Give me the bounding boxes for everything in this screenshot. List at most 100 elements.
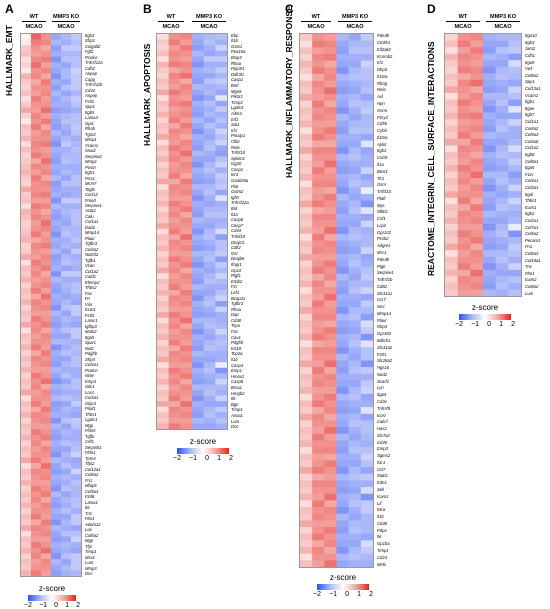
heatmap-cell [324, 280, 337, 288]
heatmap-cell [51, 242, 62, 249]
heatmap-cell [470, 171, 484, 179]
gene-label: Tlr1 [377, 175, 385, 181]
heatmap-cell [203, 184, 216, 191]
heatmap-cell [508, 145, 521, 153]
heatmap-cell [41, 203, 52, 210]
heatmap-cell [168, 84, 181, 90]
heatmap-cell [348, 167, 362, 175]
heatmap-cell [61, 400, 72, 407]
heatmap-cell [168, 150, 181, 157]
heatmap-cell [71, 242, 81, 249]
heatmap-cell [203, 312, 216, 319]
heatmap-cell [495, 132, 509, 140]
heatmap-cell [360, 260, 373, 268]
heatmap-cell [41, 474, 52, 481]
heatmap-cell [336, 213, 349, 221]
heatmap-cell [215, 161, 227, 168]
heatmap-cell [71, 73, 81, 80]
heatmap-cell [157, 390, 169, 396]
heatmap-cell [31, 316, 42, 323]
gene-label: Rhog [377, 80, 388, 86]
gene-label: Prrx1 [85, 175, 96, 181]
heatmap-cell [180, 100, 193, 107]
heatmap-cell [483, 250, 496, 257]
heatmap-cell [470, 237, 484, 244]
heatmap-cell [180, 295, 193, 302]
heatmap-cell [61, 107, 72, 114]
heatmap-cell [457, 197, 471, 205]
heatmap-cell [348, 107, 362, 115]
heatmap-cell [324, 200, 337, 208]
heatmap-cell [51, 67, 62, 74]
heatmap-cell [495, 217, 509, 225]
heatmap-cell [215, 273, 227, 280]
heatmap-cell [21, 480, 32, 486]
heatmap-cell [71, 293, 81, 300]
heatmap-cell [168, 323, 181, 330]
heatmap-cell [51, 564, 62, 571]
heatmap-cell [41, 468, 52, 475]
heatmap-cell [215, 56, 227, 63]
heatmap-cell [192, 406, 204, 413]
heatmap-cell [348, 40, 362, 48]
heatmap-cell [168, 278, 181, 285]
legend-ticks: −2 −1 0 1 2 [313, 591, 373, 598]
heatmap-cell [71, 564, 81, 571]
heatmap-cell [336, 120, 349, 128]
heatmap-cell [41, 237, 52, 244]
heatmap-cell [508, 138, 521, 146]
heatmap-cell [495, 243, 509, 251]
heatmap-cell [61, 135, 72, 142]
heatmap-cell [41, 225, 52, 232]
heatmap-cell [300, 113, 313, 121]
heatmap-cell [51, 254, 62, 261]
heatmap-cell [51, 530, 62, 537]
heatmap-cell [348, 147, 362, 155]
heatmap-cell [41, 259, 52, 266]
heatmap-cell [61, 299, 72, 306]
heatmap-cell [495, 256, 509, 264]
heatmap-cell [360, 293, 373, 301]
heatmap-cell [192, 273, 204, 280]
heatmap-cell [168, 250, 181, 257]
heatmap-cell [203, 412, 216, 419]
heatmap-cell [61, 355, 72, 362]
heatmap-cell [61, 62, 72, 69]
heatmap-cell [336, 513, 349, 521]
heatmap-cell [157, 412, 169, 419]
heatmap-cell [336, 467, 349, 475]
heatmap-cell [203, 295, 216, 302]
heatmap-cell [336, 40, 349, 48]
heatmap-cell [483, 119, 496, 126]
heatmap-cell [483, 204, 496, 212]
heatmap-cell [495, 237, 509, 244]
heatmap-cell [300, 287, 313, 295]
gene-label: Cd44 [85, 87, 96, 93]
heatmap-cell [41, 101, 52, 108]
gene-label: Col2a1 [525, 218, 539, 223]
heatmap-cell [71, 305, 81, 311]
gene-label: Lgals1 [85, 417, 98, 423]
heatmap-cell [71, 67, 81, 74]
heatmap-cell [21, 496, 32, 503]
heatmap-cell [157, 228, 169, 235]
heatmap-cell [445, 151, 458, 159]
heatmap-cell [31, 389, 42, 396]
heatmap-cell [168, 223, 181, 230]
gene-label: Pde4b [377, 256, 390, 262]
heatmap-cell [348, 193, 362, 201]
heatmap-cell [168, 34, 181, 40]
heatmap-cell [71, 457, 81, 464]
heatmap-cell [192, 317, 204, 324]
heatmap-cell [312, 253, 325, 261]
gene-label: Bgn [231, 401, 239, 407]
heatmap-cell [336, 333, 349, 341]
heatmap-cell [215, 395, 227, 402]
heatmap-cell [41, 361, 52, 368]
heatmap-cell [31, 457, 42, 464]
gene-label: Eif1 [231, 116, 239, 122]
heatmap-cell [180, 72, 193, 79]
heatmap-cell [180, 195, 193, 202]
heatmap-cell [324, 53, 337, 61]
heatmap-cell [324, 340, 337, 348]
